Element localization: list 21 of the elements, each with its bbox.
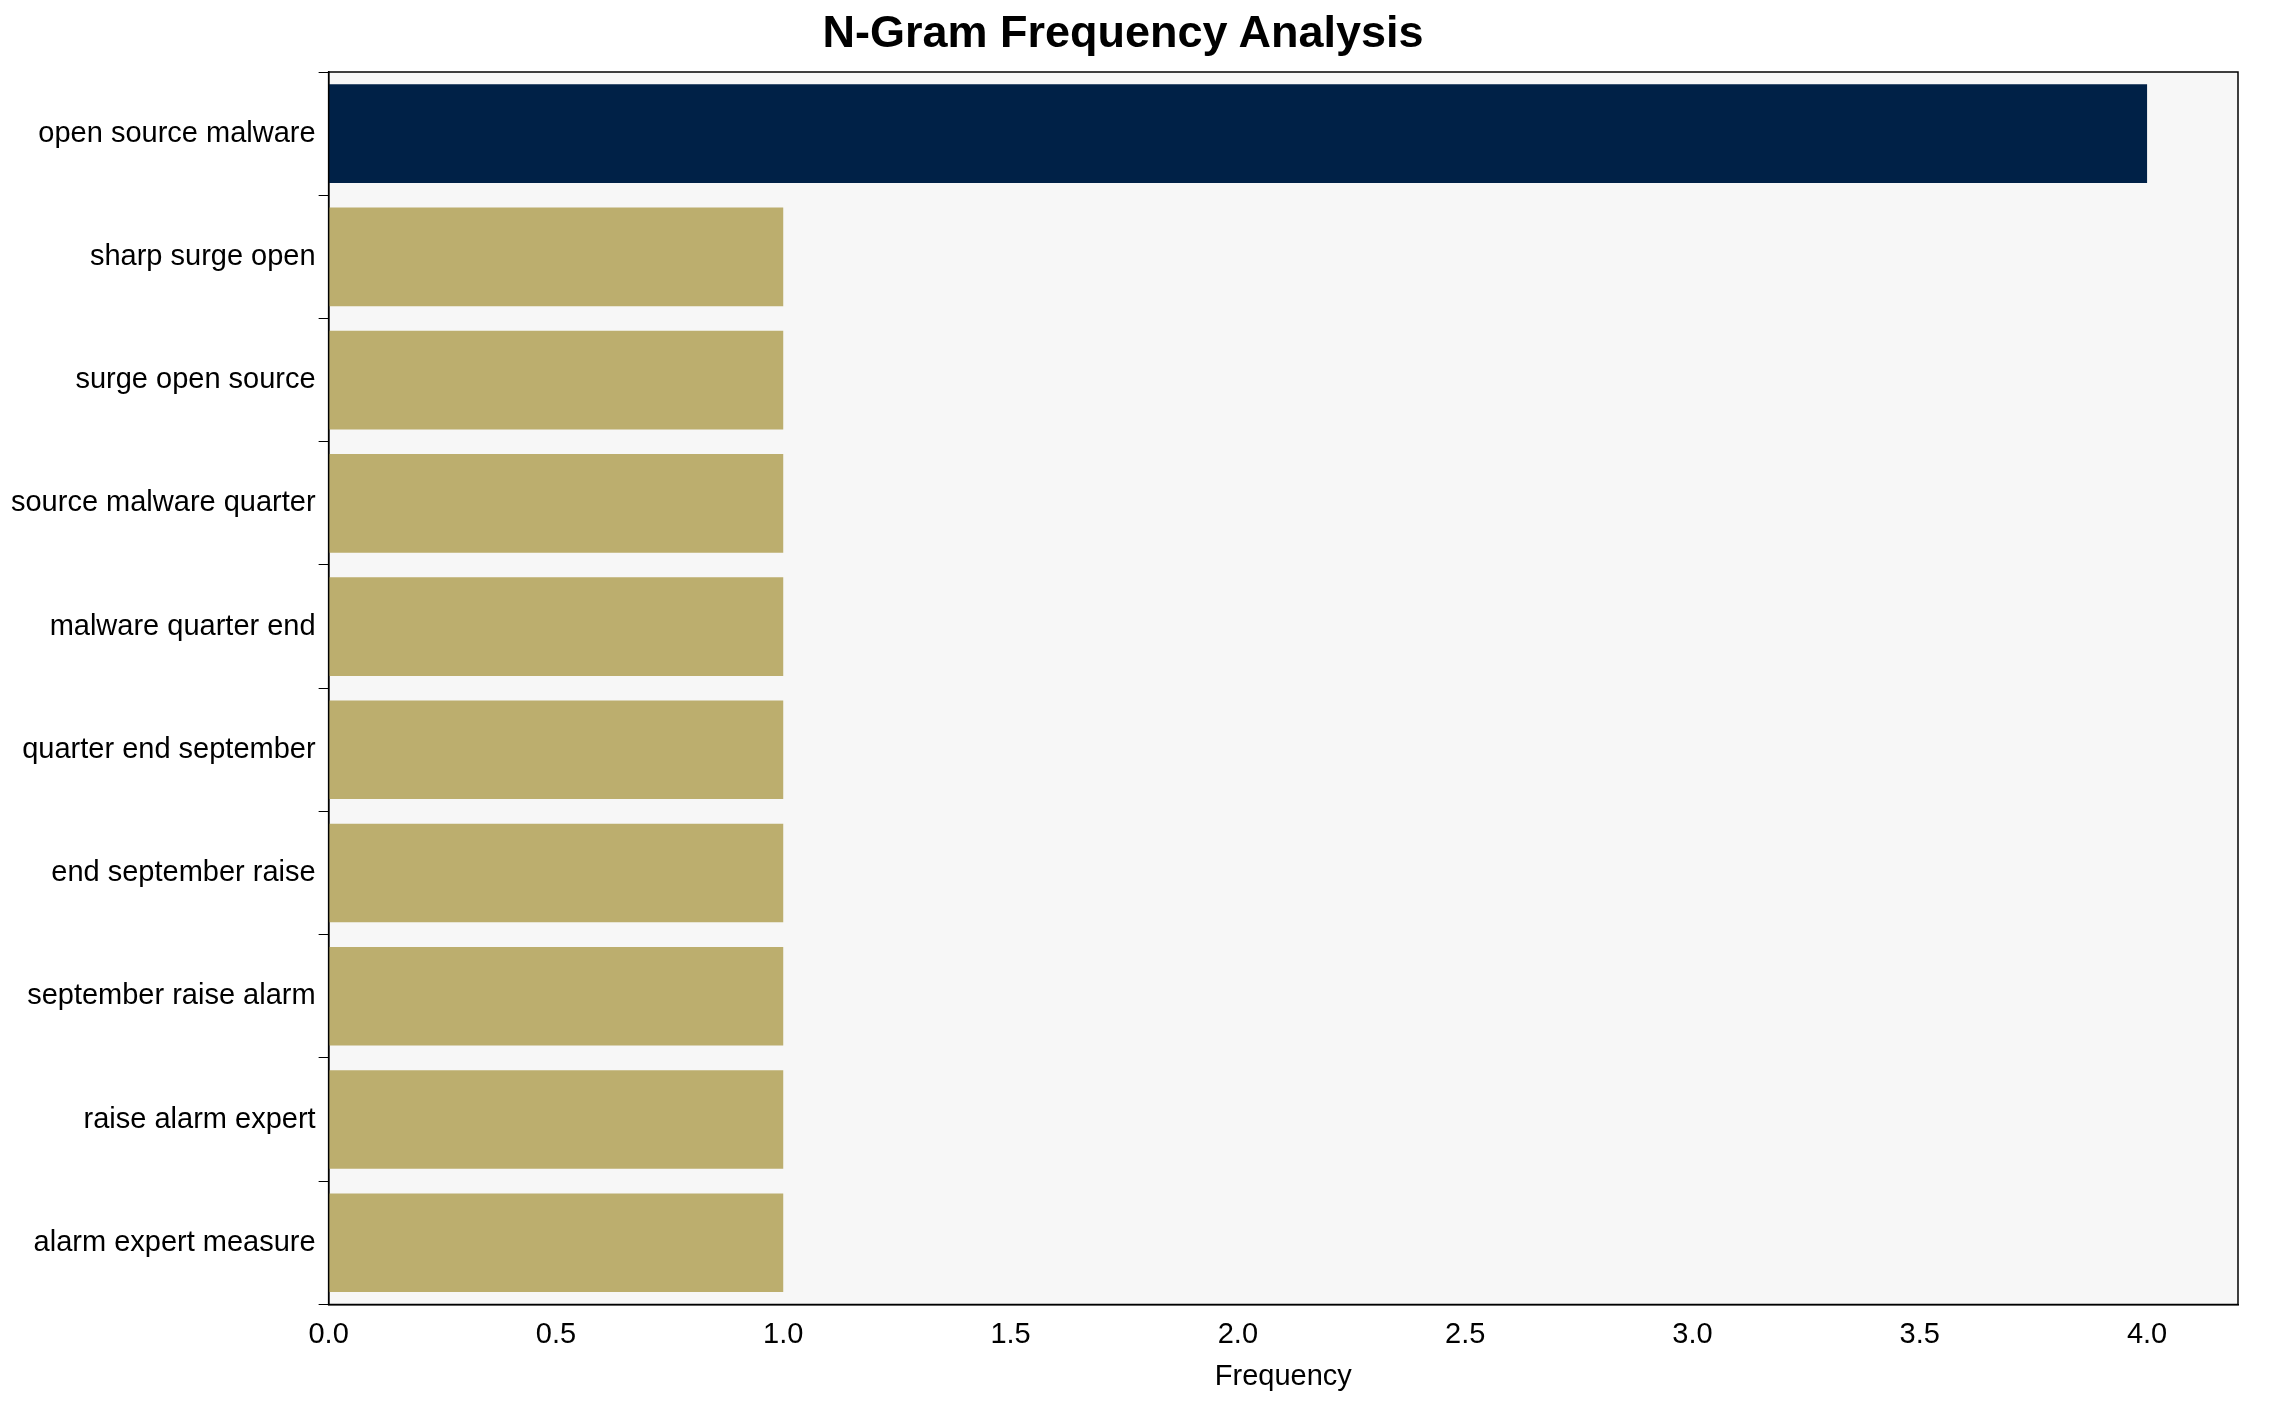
y-tick-label: raise alarm expert: [83, 1101, 316, 1134]
x-tick-label: 1.0: [763, 1316, 804, 1349]
x-tick-label: 0.5: [535, 1316, 577, 1349]
y-tick-label: end september raise: [51, 855, 316, 888]
x-tick-label: 4.0: [2126, 1316, 2168, 1349]
x-tick-label: 2.5: [1444, 1316, 1486, 1349]
y-tick-label: malware quarter end: [49, 608, 316, 641]
y-tick-label: source malware quarter: [10, 485, 316, 518]
y-tick-label: sharp surge open: [89, 238, 316, 271]
chart-title: N-Gram Frequency Analysis: [822, 6, 1424, 58]
y-tick-label: open source malware: [38, 115, 316, 148]
y-tick-label: september raise alarm: [27, 978, 316, 1011]
x-axis-title: Frequency: [1214, 1358, 1353, 1391]
y-tick-label: quarter end september: [22, 731, 316, 764]
y-tick-label: alarm expert measure: [33, 1224, 316, 1257]
x-tick-label: 2.0: [1217, 1316, 1259, 1349]
y-tick-label: surge open source: [75, 362, 316, 395]
x-tick-label: 3.5: [1899, 1316, 1940, 1349]
x-tick-label: 0.0: [308, 1316, 349, 1349]
x-tick-label: 3.0: [1672, 1316, 1713, 1349]
x-tick-label: 1.5: [990, 1316, 1031, 1349]
